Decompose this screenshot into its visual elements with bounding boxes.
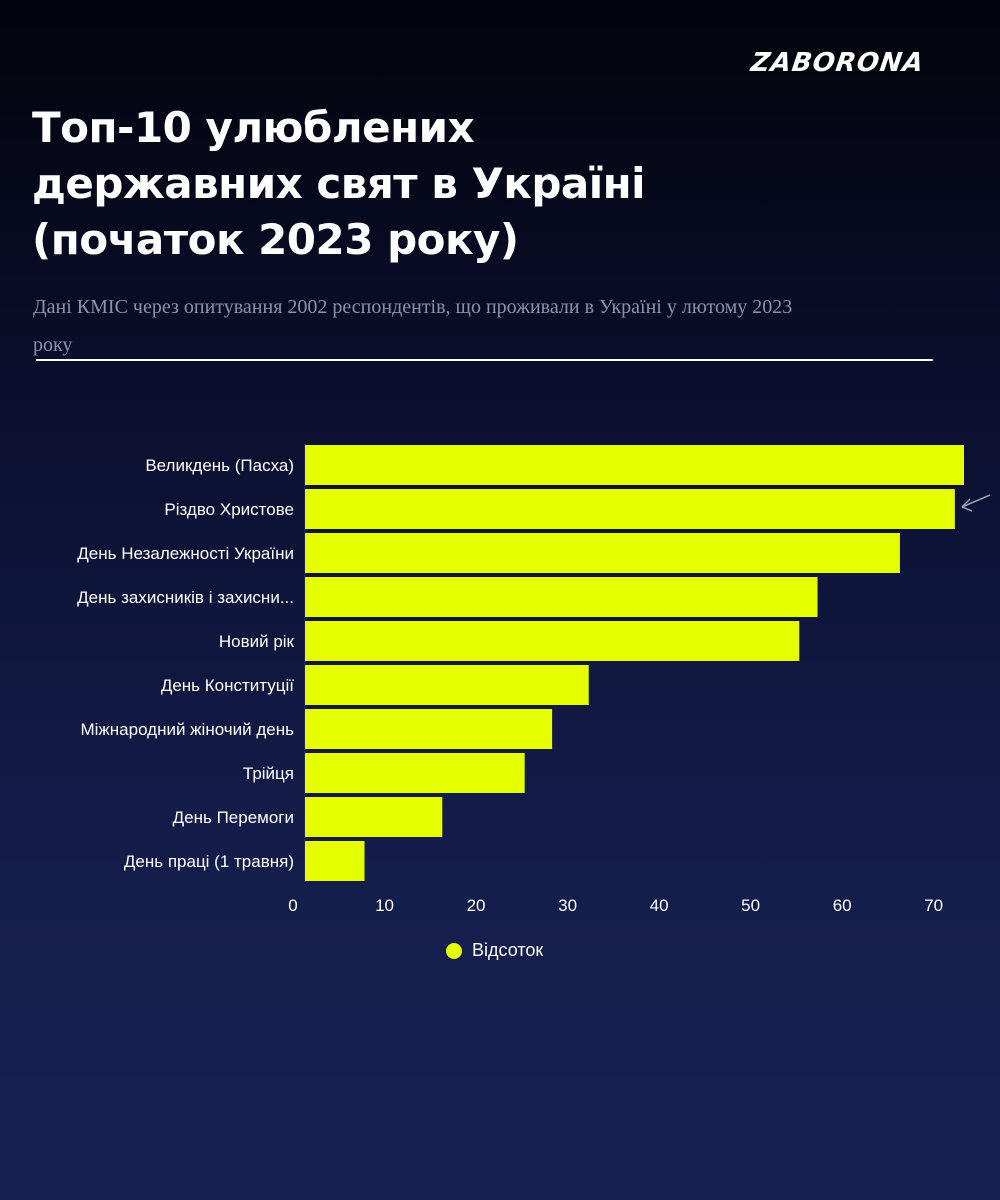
category-label: День Незалежності України (77, 544, 294, 563)
category-label: День захисників і захисни... (77, 588, 294, 607)
x-tick-label: 20 (467, 896, 486, 915)
chart-subtitle: Дані КМІС через опитування 2002 респонде… (33, 296, 793, 356)
bar (305, 533, 900, 573)
category-label: Великдень (Пасха) (145, 456, 294, 475)
bar (305, 665, 589, 705)
x-tick-label: 40 (650, 896, 669, 915)
page-title: Топ-10 улюблених державних свят в Україн… (32, 100, 732, 268)
title-line: Топ-10 улюблених (32, 103, 475, 152)
bar (305, 445, 964, 485)
category-label: Новий рік (219, 632, 295, 651)
legend-swatch (446, 942, 462, 959)
x-tick-label: 30 (558, 896, 577, 915)
category-label: Різдво Христове (164, 500, 294, 519)
x-tick-label: 10 (375, 896, 394, 915)
legend: Відсоток (446, 940, 543, 961)
title-line: (початок 2023 року) (32, 215, 519, 264)
x-tick-label: 0 (288, 896, 297, 915)
category-label: День праці (1 травня) (124, 852, 294, 871)
category-label: Трійця (243, 764, 294, 783)
legend-label: Відсоток (472, 940, 544, 960)
bar (305, 753, 525, 793)
category-label: День Конституції (161, 676, 294, 695)
pointer-arrow-icon (961, 494, 991, 512)
bar (305, 489, 955, 529)
divider (36, 359, 933, 361)
x-tick-label: 50 (741, 896, 760, 915)
bar (305, 709, 553, 749)
title-line: державних свят в Україні (32, 159, 646, 208)
category-label: День Перемоги (173, 808, 294, 827)
x-tick-label: 60 (833, 896, 852, 915)
bar (305, 621, 800, 661)
bar (305, 577, 818, 617)
bar (305, 841, 365, 881)
x-tick-label: 70 (924, 896, 943, 915)
bar (305, 797, 443, 837)
category-label: Міжнародний жіночий день (80, 720, 294, 739)
